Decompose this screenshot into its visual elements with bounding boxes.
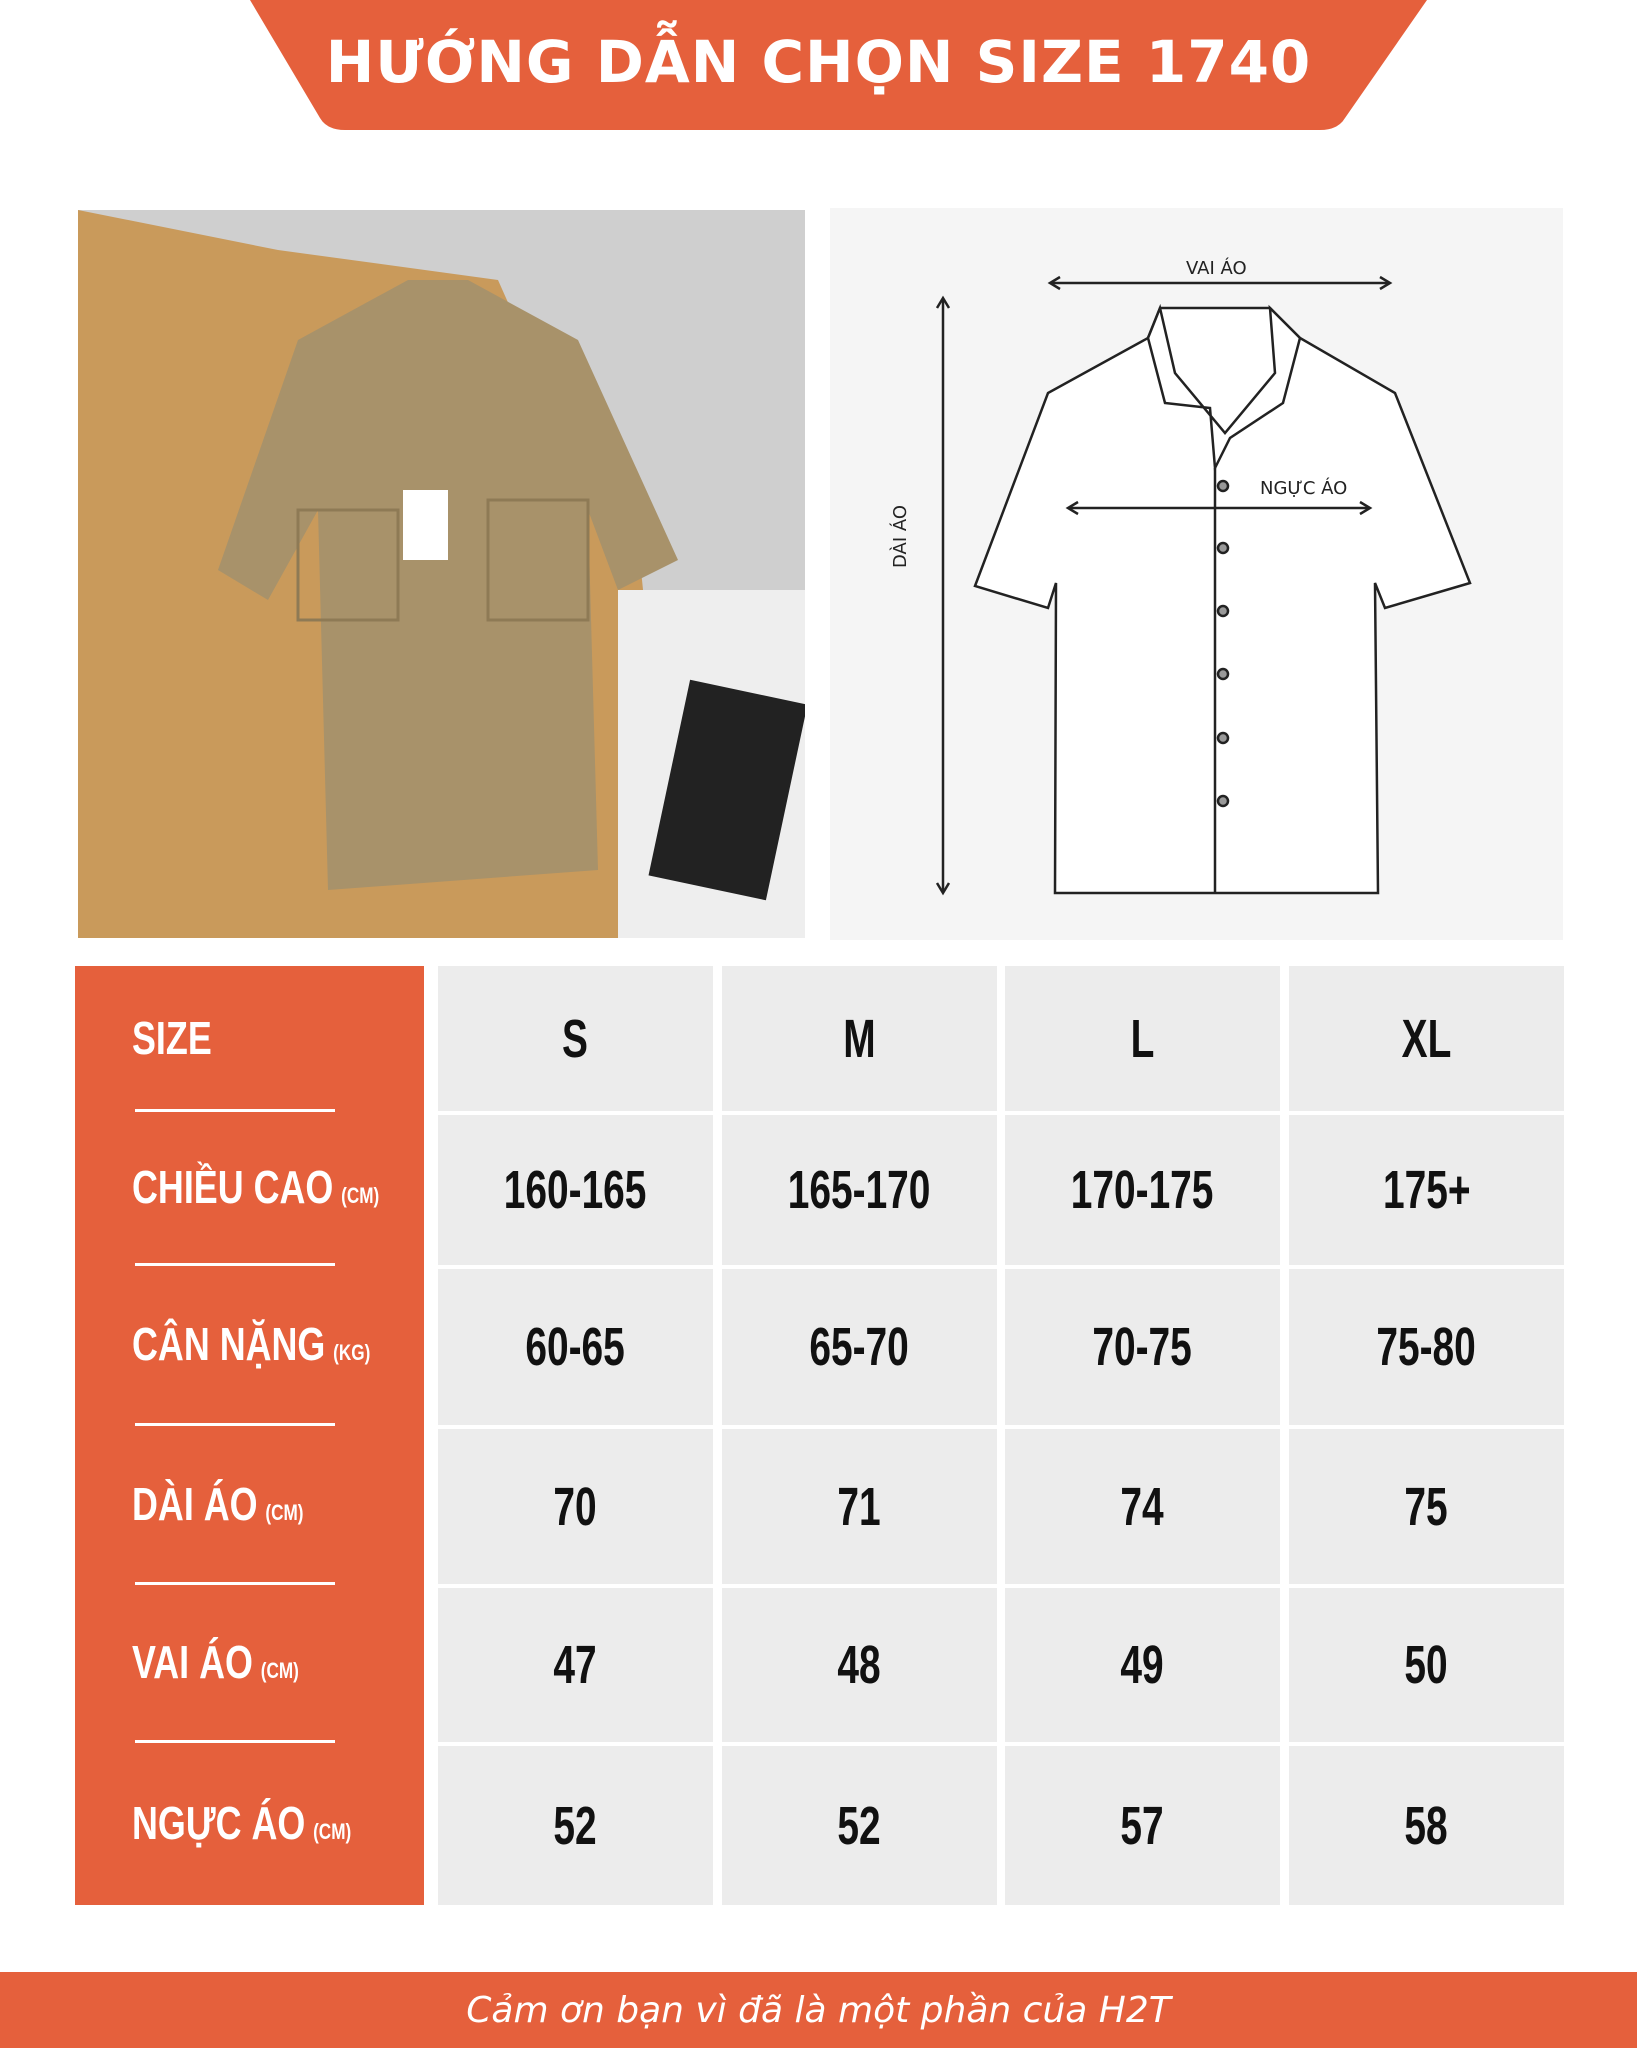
length-label: DÀI ÁO — [890, 504, 911, 568]
table-cell: 70 — [438, 1429, 713, 1584]
size-header-cell: L — [1005, 966, 1280, 1111]
table-cell: 58 — [1289, 1746, 1564, 1905]
chest-label: NGỰC ÁO — [1260, 478, 1348, 499]
table-cell: 65-70 — [722, 1269, 997, 1425]
size-header-cell: S — [438, 966, 713, 1111]
table-cell: 52 — [722, 1746, 997, 1905]
row-divider — [135, 1423, 335, 1426]
row-label-text: CÂN NẶNG — [132, 1318, 326, 1370]
row-label: CÂN NẶNG (KG) — [132, 1317, 370, 1371]
cell-value: 160-165 — [504, 1160, 647, 1220]
cell-value: S — [562, 1008, 589, 1069]
cell-value: 71 — [837, 1476, 882, 1537]
table-cell: 50 — [1289, 1588, 1564, 1742]
row-label: VAI ÁO (CM) — [132, 1635, 299, 1689]
title-banner: HƯỚNG DẪN CHỌN SIZE 1740 — [0, 0, 1637, 135]
row-labels-column: SIZE CHIỀU CAO (CM) CÂN NẶNG (KG) DÀI ÁO (CM) V… — [75, 966, 424, 1905]
row-label-text: CHIỀU CAO — [132, 1161, 334, 1213]
table-cell: 47 — [438, 1588, 713, 1742]
row-label-text: NGỰC ÁO — [132, 1796, 306, 1849]
table-cell: 75-80 — [1289, 1269, 1564, 1425]
table-cell: 75 — [1289, 1429, 1564, 1584]
table-cell: 60-65 — [438, 1269, 713, 1425]
row-label: DÀI ÁO (CM) — [132, 1477, 304, 1531]
cell-value: 60-65 — [525, 1317, 626, 1377]
row-unit: (KG) — [333, 1340, 371, 1365]
cell-value: L — [1130, 1008, 1155, 1069]
row-divider — [135, 1263, 335, 1266]
product-photo — [78, 210, 805, 938]
cell-value: 48 — [837, 1635, 882, 1695]
table-cell: 49 — [1005, 1588, 1280, 1742]
cell-value: 58 — [1404, 1795, 1449, 1856]
table-cell: 48 — [722, 1588, 997, 1742]
row-unit: (CM) — [313, 1818, 352, 1844]
footer-thanks: Cảm ơn bạn vì đã là một phần của H2T — [0, 1972, 1637, 2048]
row-divider — [135, 1582, 335, 1585]
cell-value: 57 — [1120, 1795, 1165, 1856]
row-label-text: SIZE — [132, 1011, 212, 1064]
cell-value: 175+ — [1382, 1160, 1471, 1220]
table-cell: 71 — [722, 1429, 997, 1584]
cell-value: 47 — [553, 1635, 598, 1695]
cell-value: M — [843, 1008, 876, 1069]
cell-value: 75 — [1404, 1476, 1449, 1537]
shoulder-label: VAI ÁO — [1186, 258, 1247, 279]
cell-value: 165-170 — [788, 1160, 931, 1220]
size-diagram: VAI ÁO NGỰC ÁO DÀI ÁO — [830, 208, 1563, 940]
table-cell: 160-165 — [438, 1115, 713, 1265]
cell-value: 70-75 — [1092, 1317, 1193, 1377]
cell-value: 50 — [1404, 1635, 1449, 1695]
row-label: CHIỀU CAO (CM) — [132, 1160, 379, 1214]
row-divider — [135, 1109, 335, 1112]
row-label: NGỰC ÁO (CM) — [132, 1796, 351, 1850]
cell-value: 74 — [1120, 1476, 1165, 1537]
row-unit: (CM) — [265, 1499, 304, 1525]
row-unit: (CM) — [341, 1183, 380, 1208]
cell-value: 49 — [1120, 1635, 1165, 1695]
page-title: HƯỚNG DẪN CHỌN SIZE 1740 — [325, 28, 1312, 96]
cell-value: 52 — [553, 1795, 598, 1856]
cell-value: 170-175 — [1071, 1160, 1214, 1220]
size-header-cell: XL — [1289, 966, 1564, 1111]
cell-value: 65-70 — [809, 1317, 910, 1377]
cell-value: 52 — [837, 1795, 882, 1856]
table-cell: 170-175 — [1005, 1115, 1280, 1265]
cell-value: 75-80 — [1376, 1317, 1477, 1377]
table-cell: 52 — [438, 1746, 713, 1905]
table-cell: 175+ — [1289, 1115, 1564, 1265]
row-label-text: VAI ÁO — [132, 1636, 253, 1688]
cell-value: 70 — [553, 1476, 598, 1537]
size-header-cell: M — [722, 966, 997, 1111]
table-cell: 70-75 — [1005, 1269, 1280, 1425]
row-unit: (CM) — [260, 1658, 299, 1683]
table-cell: 165-170 — [722, 1115, 997, 1265]
cell-value: XL — [1401, 1008, 1452, 1069]
row-label: SIZE — [132, 1011, 212, 1065]
table-cell: 57 — [1005, 1746, 1280, 1905]
table-cell: 74 — [1005, 1429, 1280, 1584]
row-divider — [135, 1740, 335, 1743]
row-label-text: DÀI ÁO — [132, 1477, 258, 1530]
